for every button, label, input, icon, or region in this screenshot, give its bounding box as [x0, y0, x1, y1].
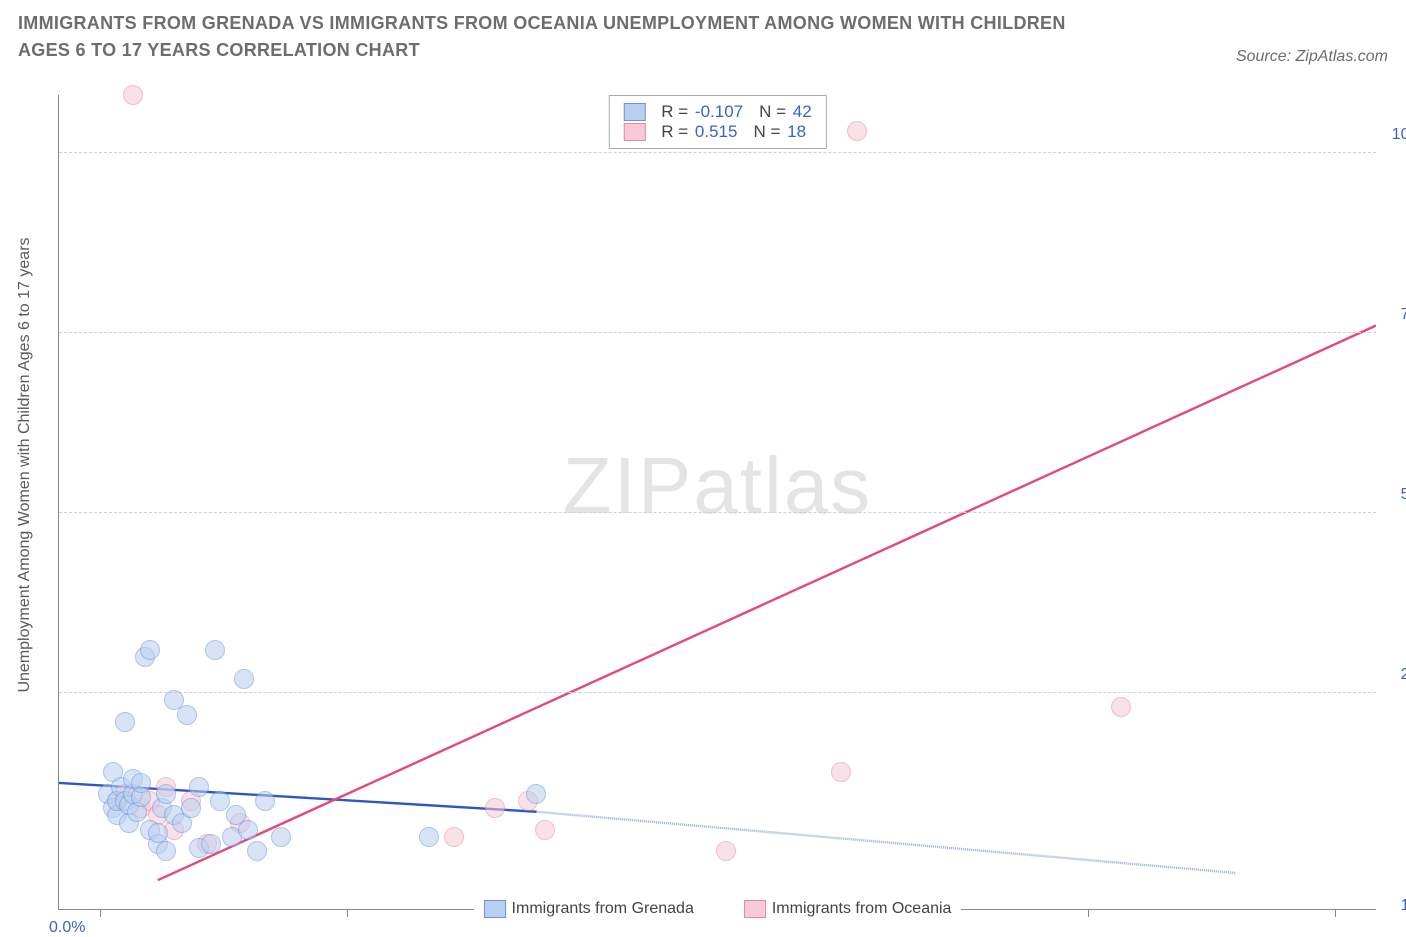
legend-item-oceania: Immigrants from Oceania — [744, 900, 952, 918]
data-point-grenada — [156, 841, 176, 861]
data-point-grenada — [148, 823, 168, 843]
data-point-grenada — [177, 705, 197, 725]
stats-row: R = 0.515N = 18 — [623, 122, 811, 142]
y-tick-label: 100.0% — [1386, 126, 1406, 144]
gridline — [59, 152, 1376, 153]
data-point-grenada — [181, 798, 201, 818]
legend-swatch-oceania — [744, 900, 766, 918]
y-axis-label: Unemployment Among Women with Children A… — [16, 237, 34, 692]
x-tick — [100, 909, 101, 917]
scatter-plot-area: ZIPatlas R = -0.107N = 42R = 0.515N = 18… — [58, 95, 1376, 910]
stats-swatch-grenada — [623, 103, 645, 121]
x-axis-origin-label: 0.0% — [49, 919, 85, 937]
data-point-oceania — [485, 798, 505, 818]
watermark-part-2: atlas — [693, 441, 872, 530]
data-point-grenada — [189, 777, 209, 797]
correlation-stats-legend: R = -0.107N = 42R = 0.515N = 18 — [608, 95, 826, 149]
data-point-oceania — [847, 121, 867, 141]
data-point-oceania — [123, 85, 143, 105]
x-axis-end-label: 15.0% — [1401, 897, 1406, 915]
data-point-oceania — [831, 762, 851, 782]
data-point-oceania — [1111, 697, 1131, 717]
data-point-oceania — [716, 841, 736, 861]
watermark-part-1: ZIP — [563, 441, 693, 530]
legend-label-oceania: Immigrants from Oceania — [772, 900, 952, 918]
y-tick-label: 50.0% — [1386, 486, 1406, 504]
x-tick — [347, 909, 348, 917]
gridline — [59, 332, 1376, 333]
data-point-grenada — [255, 791, 275, 811]
data-point-grenada — [210, 791, 230, 811]
y-tick-label: 25.0% — [1386, 666, 1406, 684]
data-point-grenada — [238, 820, 258, 840]
data-point-grenada — [131, 773, 151, 793]
gridline — [59, 692, 1376, 693]
legend-label-grenada: Immigrants from Grenada — [512, 900, 694, 918]
data-point-oceania — [444, 827, 464, 847]
x-tick — [1088, 909, 1089, 917]
stats-row: R = -0.107N = 42 — [623, 102, 811, 122]
data-point-grenada — [205, 640, 225, 660]
regression-lines-layer — [59, 95, 1376, 909]
data-point-grenada — [271, 827, 291, 847]
data-point-grenada — [201, 834, 221, 854]
watermark: ZIPatlas — [563, 440, 872, 532]
chart-title: IMMIGRANTS FROM GRENADA VS IMMIGRANTS FR… — [18, 10, 1118, 64]
data-point-grenada — [115, 712, 135, 732]
series-legend: Immigrants from Grenada Immigrants from … — [474, 898, 962, 920]
data-point-grenada — [526, 784, 546, 804]
legend-swatch-grenada — [484, 900, 506, 918]
data-point-grenada — [234, 669, 254, 689]
x-tick — [1335, 909, 1336, 917]
data-point-grenada — [419, 827, 439, 847]
data-point-oceania — [535, 820, 555, 840]
stats-swatch-oceania — [623, 123, 645, 141]
data-point-grenada — [156, 784, 176, 804]
legend-item-grenada: Immigrants from Grenada — [484, 900, 694, 918]
y-tick-label: 75.0% — [1386, 306, 1406, 324]
data-point-grenada — [140, 640, 160, 660]
gridline — [59, 512, 1376, 513]
source-attribution: Source: ZipAtlas.com — [1236, 48, 1388, 66]
data-point-grenada — [247, 841, 267, 861]
